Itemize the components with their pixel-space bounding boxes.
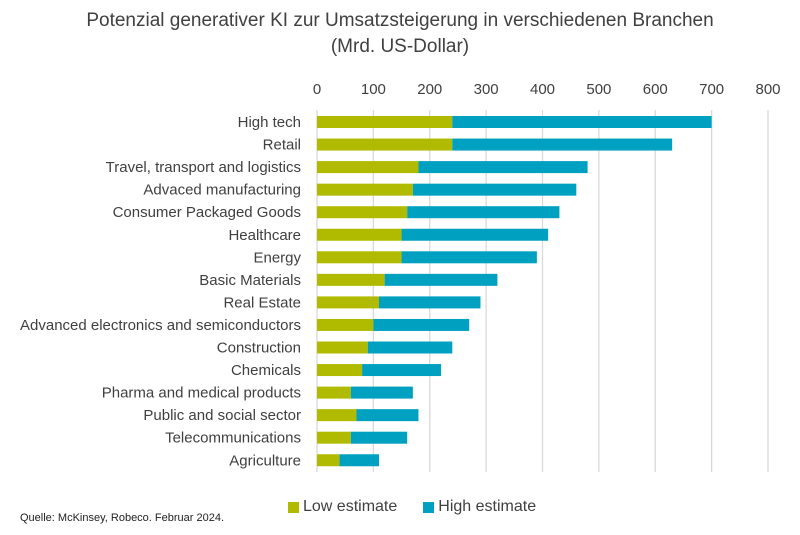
category-label: Healthcare — [228, 227, 301, 244]
category-label: Telecommunications — [165, 430, 301, 447]
bar-high-estimate — [401, 228, 549, 241]
legend-label-low: Low estimate — [303, 498, 398, 515]
legend-swatch-low — [288, 501, 299, 513]
category-label: Advaced manufacturing — [143, 182, 301, 199]
category-label: Public and social sector — [143, 407, 301, 424]
x-axis-ticks: 0 100 200 300 400 500 600 700 800 — [313, 81, 781, 98]
x-tick-label: 800 — [755, 81, 780, 98]
bars — [317, 116, 712, 467]
x-tick-label: 300 — [474, 81, 499, 98]
x-tick-label: 700 — [699, 81, 724, 98]
category-label: Agriculture — [229, 452, 301, 469]
bar-high-estimate — [407, 206, 560, 219]
bar-high-estimate — [412, 183, 577, 196]
bar-low-estimate — [317, 228, 402, 241]
bar-low-estimate — [317, 138, 453, 151]
bar-high-estimate — [350, 431, 408, 444]
x-tick-label: 100 — [361, 81, 386, 98]
bar-low-estimate — [317, 116, 453, 128]
bar-low-estimate — [317, 251, 402, 264]
bar-low-estimate — [317, 431, 351, 444]
bar-high-estimate — [356, 409, 419, 422]
bar-low-estimate — [317, 454, 340, 467]
category-label: Retail — [263, 137, 301, 154]
bar-high-estimate — [384, 273, 498, 286]
bar-high-estimate — [367, 341, 453, 354]
category-label: Real Estate — [223, 294, 301, 311]
bar-high-estimate — [401, 251, 537, 264]
bar-high-estimate — [350, 386, 413, 399]
bar-low-estimate — [317, 206, 408, 219]
category-label: Basic Materials — [199, 272, 301, 289]
category-label: Construction — [217, 340, 301, 357]
bar-high-estimate — [452, 116, 712, 128]
category-label: High tech — [238, 114, 301, 131]
x-tick-label: 400 — [530, 81, 555, 98]
bar-high-estimate — [379, 296, 481, 309]
bar-high-estimate — [362, 364, 442, 377]
bar-high-estimate — [339, 454, 380, 467]
chart-title: Potenzial generativer KI zur Umsatzsteig… — [86, 10, 714, 31]
category-labels: High tech Retail Travel, transport and log… — [20, 114, 301, 469]
category-label: Energy — [253, 249, 301, 266]
legend: Low estimate High estimate — [288, 498, 536, 516]
bar-low-estimate — [317, 273, 385, 286]
bar-low-estimate — [317, 318, 374, 331]
bar-low-estimate — [317, 386, 351, 399]
legend-item-high: High estimate — [423, 498, 536, 516]
bar-low-estimate — [317, 183, 413, 196]
legend-swatch-high — [423, 501, 435, 513]
x-tick-label: 500 — [586, 81, 611, 98]
bar-high-estimate — [418, 161, 588, 174]
bar-low-estimate — [317, 341, 368, 354]
category-label: Consumer Packaged Goods — [113, 204, 301, 221]
category-label: Chemicals — [231, 362, 301, 379]
legend-item-low: Low estimate — [288, 498, 397, 516]
chart-subtitle: (Mrd. US-Dollar) — [330, 36, 470, 57]
category-label: Pharma and medical products — [102, 385, 301, 402]
bar-high-estimate — [373, 318, 470, 331]
x-tick-label: 600 — [643, 81, 668, 98]
bar-low-estimate — [317, 296, 380, 309]
bar-low-estimate — [317, 364, 363, 377]
x-tick-label: 200 — [417, 81, 442, 98]
legend-label-high: High estimate — [438, 498, 537, 515]
bar-low-estimate — [317, 161, 419, 174]
bar-high-estimate — [452, 138, 673, 151]
bar-low-estimate — [317, 409, 357, 422]
x-tick-label: 0 — [313, 81, 321, 98]
category-label: Advanced electronics and semiconductors — [20, 317, 301, 334]
category-label: Travel, transport and logistics — [106, 159, 301, 176]
source-note: Quelle: McKinsey, Robeco. Februar 2024. — [20, 512, 225, 524]
